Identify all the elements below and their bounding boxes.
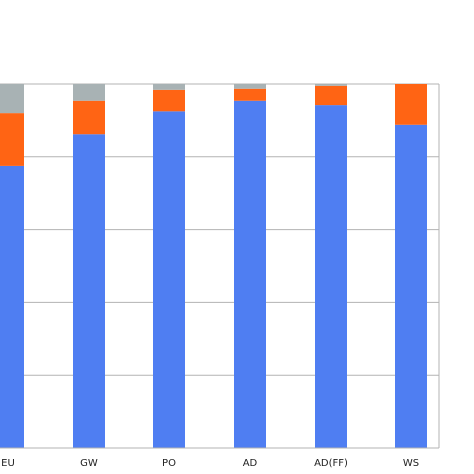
x-tick-label: WS <box>403 458 419 469</box>
x-tick-label: PO <box>162 458 176 469</box>
bar-segment-series-3 <box>315 84 347 86</box>
bar-segment-series-1 <box>395 124 427 448</box>
bar-segment-series-1 <box>73 134 105 448</box>
x-tick-label: GW <box>80 458 98 469</box>
x-tick-labels: EU GW PO AD AD(FF) WS <box>1 458 419 469</box>
bar-segment-series-2 <box>153 89 185 112</box>
bar-segment-series-2 <box>395 84 427 125</box>
gridlines <box>0 83 439 376</box>
bar-segment-series-1 <box>0 165 24 448</box>
bar-segment-series-3 <box>153 84 185 90</box>
bar-segment-series-2 <box>0 113 24 166</box>
bars <box>0 84 427 449</box>
bar-segment-series-1 <box>234 100 266 448</box>
bar-segment-series-1 <box>315 105 347 448</box>
x-tick-label: AD(FF) <box>314 458 348 469</box>
bar-segment-series-2 <box>73 100 105 135</box>
x-tick-label: EU <box>1 458 15 469</box>
bar-segment-series-3 <box>0 84 24 114</box>
bar-segment-series-1 <box>153 111 185 449</box>
x-tick-label: AD <box>243 458 258 469</box>
bar-segment-series-2 <box>234 88 266 101</box>
bar-segment-series-2 <box>315 85 347 106</box>
bar-segment-series-3 <box>234 84 266 89</box>
bar-segment-series-3 <box>73 84 105 101</box>
